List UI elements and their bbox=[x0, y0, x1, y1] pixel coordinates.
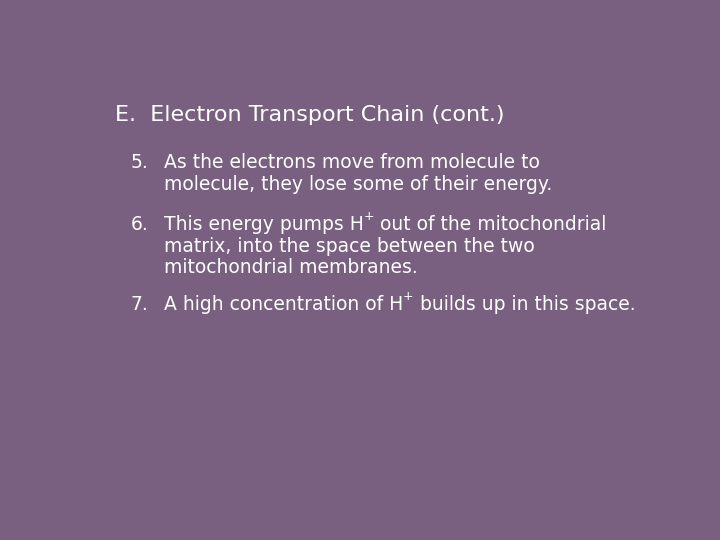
Text: E.  Electron Transport Chain (cont.): E. Electron Transport Chain (cont.) bbox=[114, 105, 504, 125]
Text: builds up in this space.: builds up in this space. bbox=[413, 295, 635, 314]
Text: +: + bbox=[403, 289, 413, 302]
Text: 6.: 6. bbox=[130, 215, 148, 234]
Text: A high concentration of H: A high concentration of H bbox=[163, 295, 403, 314]
Text: out of the mitochondrial: out of the mitochondrial bbox=[374, 215, 606, 234]
Text: 5.: 5. bbox=[130, 153, 148, 172]
Text: mitochondrial membranes.: mitochondrial membranes. bbox=[163, 258, 418, 277]
Text: As the electrons move from molecule to: As the electrons move from molecule to bbox=[163, 153, 539, 172]
Text: molecule, they lose some of their energy.: molecule, they lose some of their energy… bbox=[163, 175, 552, 194]
Text: matrix, into the space between the two: matrix, into the space between the two bbox=[163, 237, 534, 255]
Text: 7.: 7. bbox=[130, 295, 148, 314]
Text: This energy pumps H: This energy pumps H bbox=[163, 215, 364, 234]
Text: +: + bbox=[364, 210, 374, 222]
